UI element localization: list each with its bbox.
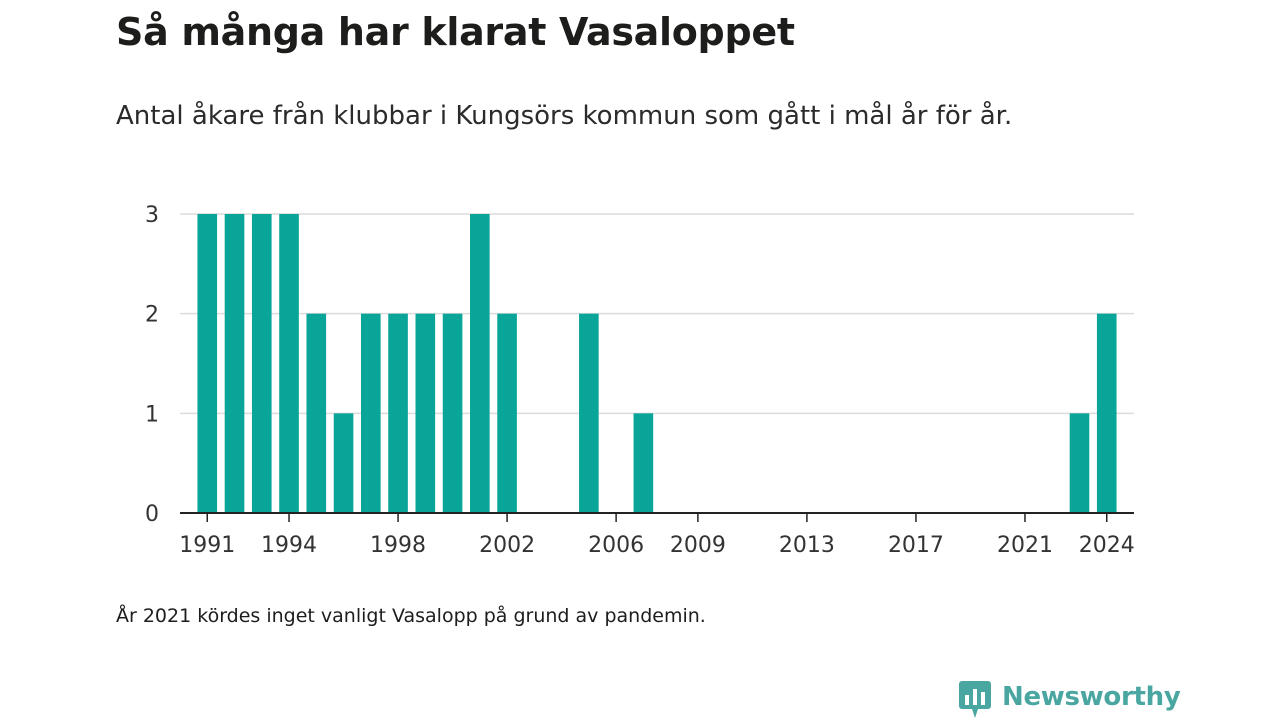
x-tick-label: 2009: [670, 533, 726, 558]
bar: [1096, 313, 1117, 513]
y-tick-label: 2: [145, 303, 159, 328]
bar: [497, 313, 517, 513]
bar: [224, 214, 245, 513]
bar: [388, 313, 408, 513]
chart-subtitle: Antal åkare från klubbar i Kungsörs komm…: [116, 101, 1013, 131]
x-tick-label: 2006: [588, 533, 644, 558]
bar: [1069, 413, 1090, 513]
y-tick-label: 1: [145, 402, 159, 427]
bar: [415, 313, 436, 513]
x-tick-label: 2017: [888, 533, 944, 558]
x-tick-label: 2002: [479, 533, 535, 558]
bar: [279, 214, 299, 513]
x-tick-label: 2021: [997, 533, 1053, 558]
x-tick-label: 2013: [779, 533, 835, 558]
bar: [251, 214, 272, 513]
y-tick-label: 0: [145, 502, 159, 527]
bar: [333, 413, 354, 513]
x-tick-label: 1994: [261, 533, 317, 558]
bar: [442, 313, 463, 513]
bar: [360, 313, 381, 513]
x-tick-label: 1998: [370, 533, 426, 558]
bar: [306, 313, 327, 513]
chart-footnote: År 2021 kördes inget vanligt Vasalopp på…: [116, 605, 706, 627]
bar: [197, 214, 218, 513]
chart-title: Så många har klarat Vasaloppet: [116, 10, 795, 54]
x-tick-label: 1991: [179, 533, 235, 558]
y-tick-label: 3: [145, 203, 159, 228]
bar: [470, 214, 490, 513]
newsworthy-logo: Newsworthy: [958, 680, 1181, 720]
newsworthy-logo-icon: [959, 681, 991, 718]
bar: [579, 313, 599, 513]
bar-chart: 0 1 2 3 1991 1994 1998 2002 2006 2009 2013 2017 2021…: [145, 203, 1135, 558]
x-tick-label: 2024: [1079, 533, 1135, 558]
brand-name: Newsworthy: [1002, 682, 1181, 712]
bar: [633, 413, 654, 513]
